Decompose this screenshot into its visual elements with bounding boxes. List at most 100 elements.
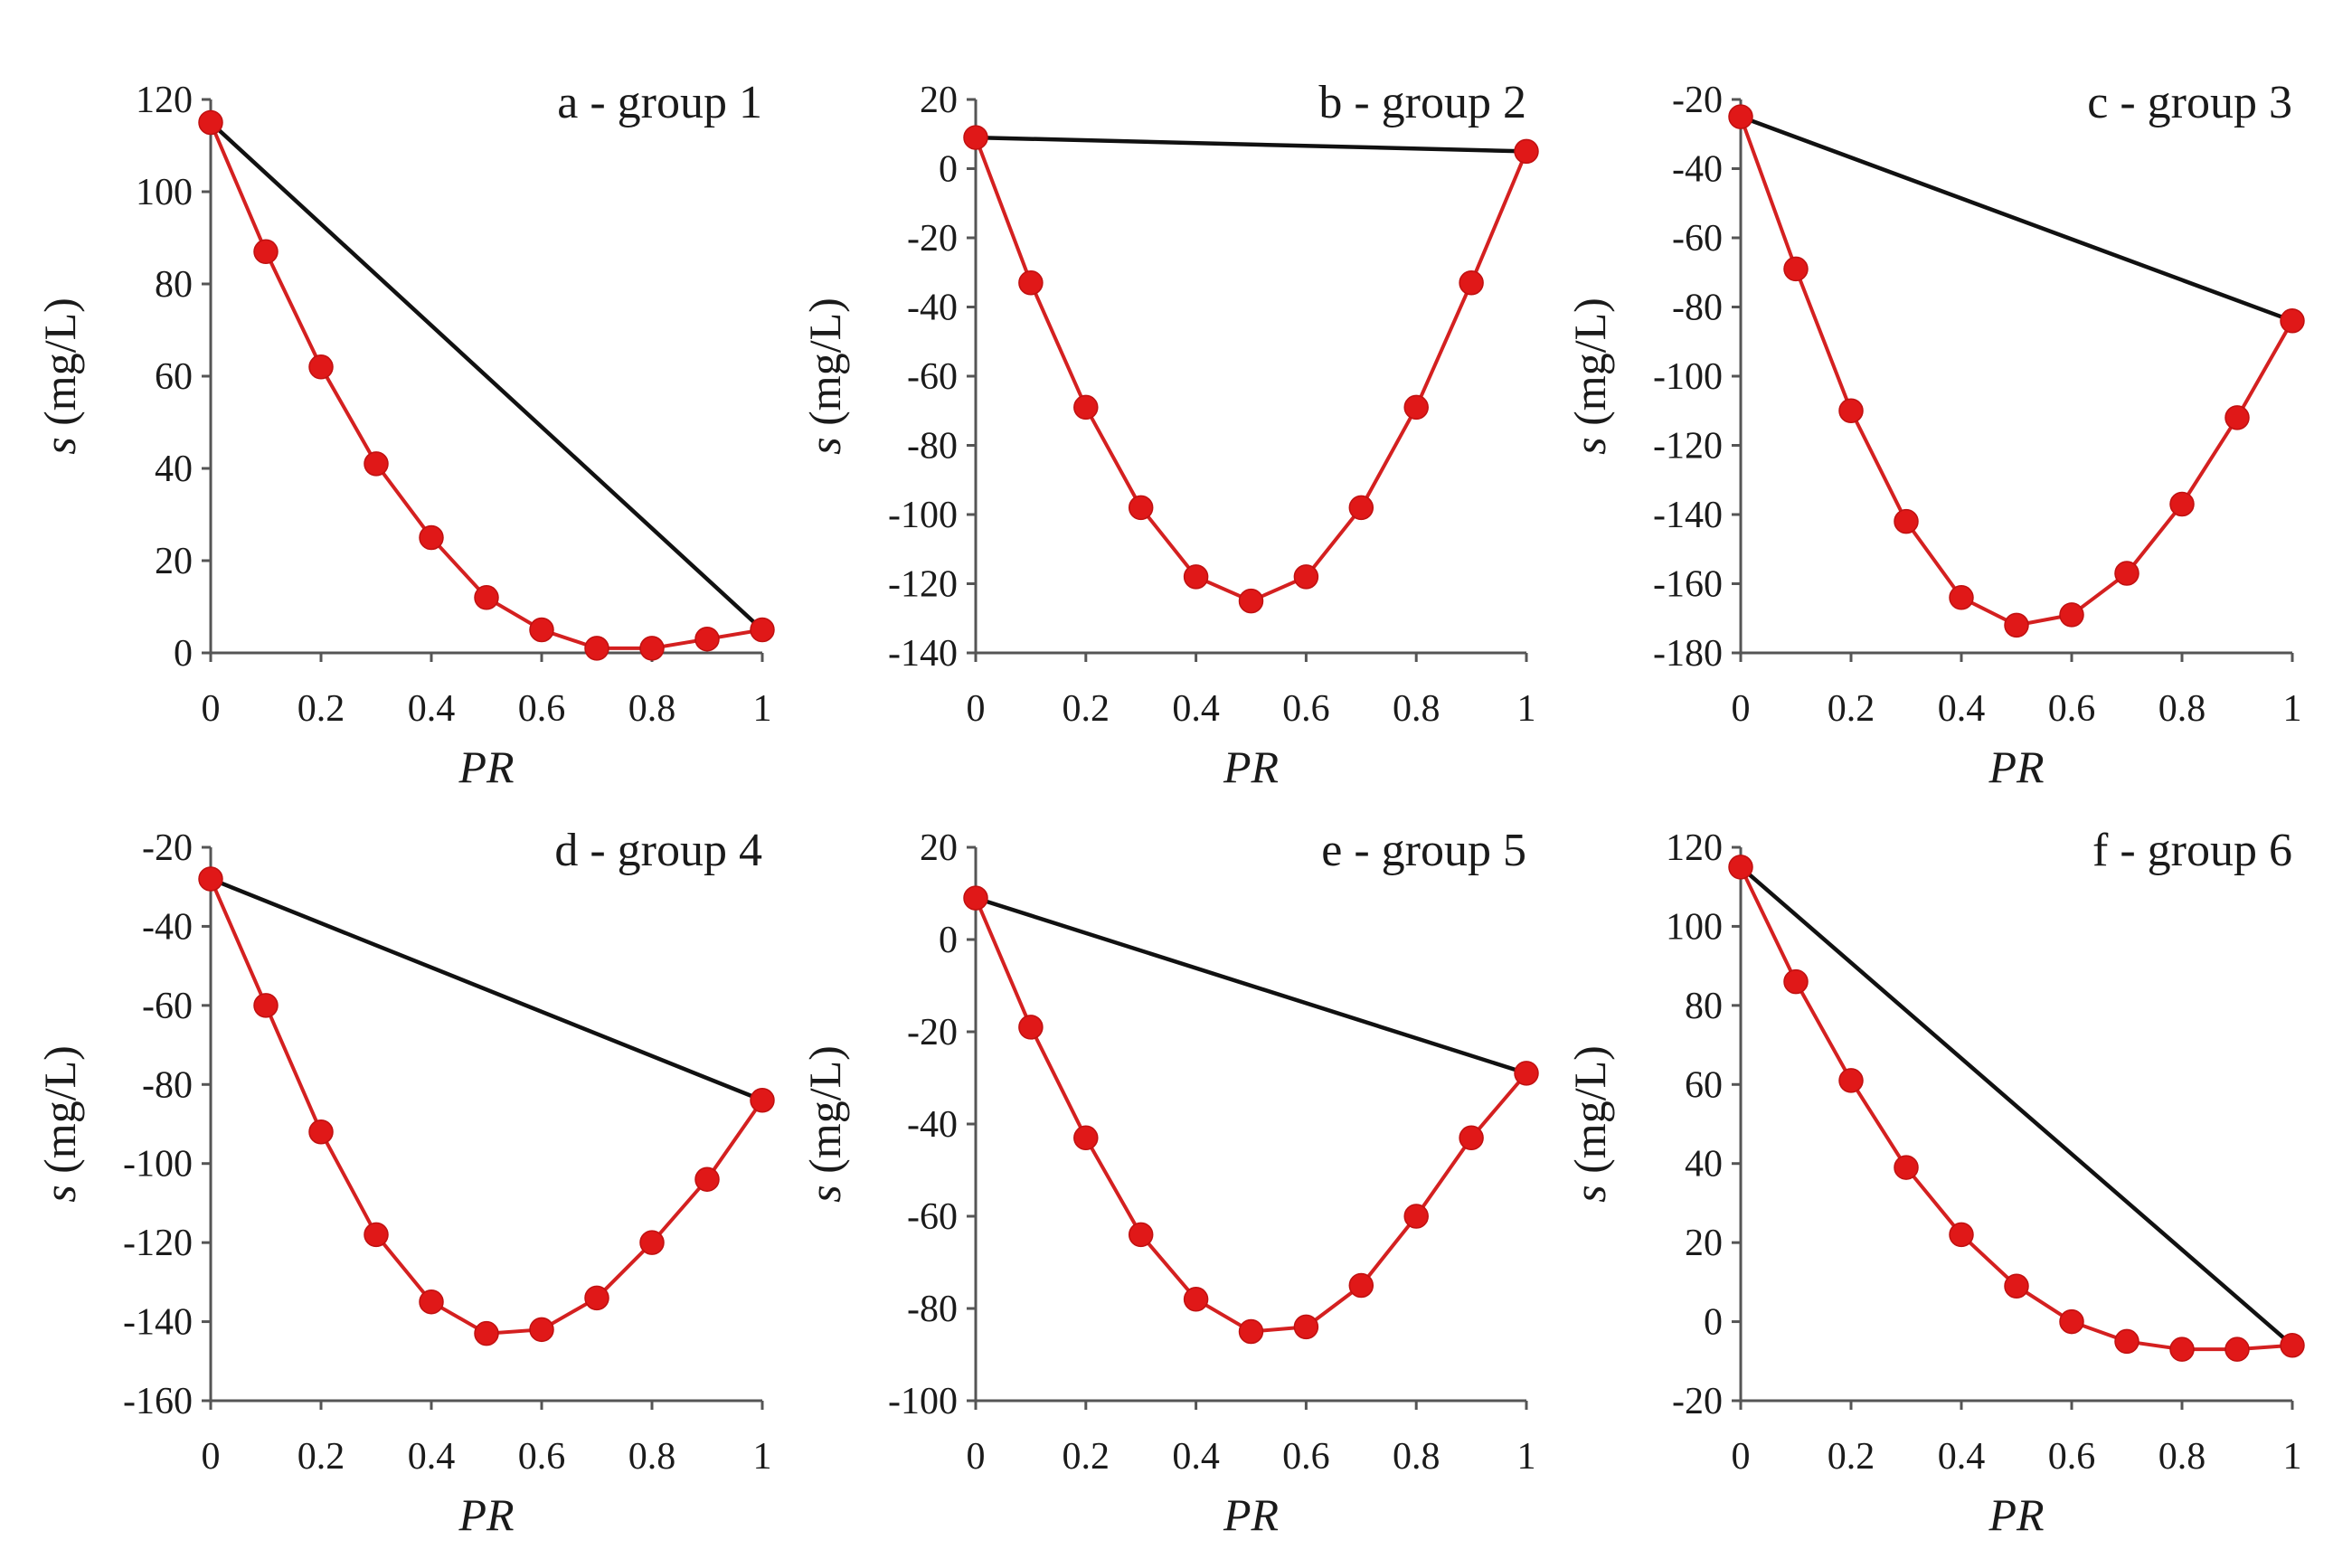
data-point <box>253 993 279 1018</box>
y-tick-label: -120 <box>1653 426 1723 468</box>
y-tick-label: 40 <box>1685 1144 1723 1185</box>
y-tick-label: -120 <box>123 1223 193 1264</box>
curve-series-line <box>974 897 1528 1334</box>
data-point <box>364 1222 389 1248</box>
x-tick-label: 1 <box>2283 1436 2302 1478</box>
y-tick-label: -60 <box>142 986 193 1027</box>
data-point <box>1073 394 1099 420</box>
y-axis-title: s (mg/L) <box>1564 1045 1615 1203</box>
y-tick-label: -120 <box>888 564 958 606</box>
curve-series-line <box>1739 116 2294 628</box>
data-point <box>308 1119 334 1145</box>
x-tick-label: 0 <box>202 1436 221 1478</box>
data-point <box>2224 1337 2250 1362</box>
data-point <box>1728 104 1753 129</box>
y-axis-variable: s <box>34 1185 85 1202</box>
y-tick-label: -40 <box>142 906 193 948</box>
y-tick-label: -60 <box>1672 218 1723 260</box>
x-tick-label: 1 <box>2283 688 2302 730</box>
y-tick-label: -20 <box>907 218 958 260</box>
x-tick-label: 0.4 <box>408 1436 456 1478</box>
x-axis-title: PR <box>1988 741 2044 792</box>
curve-series-line <box>209 121 763 650</box>
data-point <box>1403 1204 1429 1229</box>
data-point <box>584 636 609 661</box>
y-axis-title: s (mg/L) <box>799 298 850 455</box>
data-point <box>1293 1314 1319 1340</box>
x-tick-label: 0.6 <box>2048 688 2096 730</box>
data-point <box>694 626 720 652</box>
chord-series-line <box>1739 865 2294 1347</box>
data-point <box>1838 398 1864 423</box>
data-point <box>1018 1015 1044 1040</box>
x-tick-label: 1 <box>753 1436 772 1478</box>
data-point <box>1783 256 1809 282</box>
y-tick-label: -60 <box>907 1196 958 1238</box>
x-tick-label: 0.8 <box>628 1436 676 1478</box>
y-tick-label: 20 <box>920 80 958 121</box>
chord-series-line <box>1740 115 2293 323</box>
y-tick-label: 0 <box>939 920 958 961</box>
data-point <box>2004 1273 2029 1299</box>
x-tick-label: 0.6 <box>518 688 566 730</box>
x-tick-label: 0.6 <box>2048 1436 2096 1478</box>
y-axis-unit: (mg/L) <box>799 1045 850 1185</box>
data-point <box>1894 508 1919 534</box>
y-tick-label: 80 <box>155 264 193 306</box>
data-point <box>1728 855 1753 880</box>
y-tick-label: -80 <box>1672 288 1723 329</box>
y-axis-variable: s <box>799 437 850 454</box>
x-tick-label: 0.2 <box>1063 688 1110 730</box>
y-tick-label: -80 <box>907 1289 958 1330</box>
x-tick-label: 0.6 <box>1282 688 1330 730</box>
y-tick-label: -20 <box>907 1012 958 1053</box>
chord-series-line <box>975 135 1527 154</box>
chart-panel-4: -160 -140 -120 -100 -80 -60 -40 -20 0 0.2 0.4 0.6 0.… <box>34 825 775 1540</box>
chart-panel-3: -180 -160 -140 -120 -100 -80 -60 -40 -20 0 0.2 0.4 0… <box>1564 77 2305 792</box>
data-point <box>308 354 334 380</box>
x-tick-label: 0.4 <box>1938 688 1986 730</box>
y-axis-title: s (mg/L) <box>1564 298 1615 455</box>
data-point <box>2059 1308 2084 1335</box>
data-point <box>364 451 389 477</box>
y-axis-variable: s <box>1564 437 1615 454</box>
y-tick-label: -40 <box>1672 149 1723 191</box>
y-axis-unit: (mg/L) <box>34 298 85 437</box>
y-tick-label: -140 <box>123 1302 193 1344</box>
panel-title: e - group 5 <box>1321 825 1526 876</box>
y-axis-variable: s <box>799 1185 850 1202</box>
x-tick-label: 1 <box>753 688 772 730</box>
x-tick-label: 0.2 <box>1063 1436 1110 1478</box>
data-point <box>1348 495 1374 521</box>
x-axis-title: PR <box>1223 741 1279 792</box>
y-tick-label: 0 <box>174 633 193 675</box>
data-point <box>1894 1155 1919 1180</box>
data-point <box>529 617 554 643</box>
data-point <box>1459 1125 1484 1151</box>
chart-panel-1: 0 20 40 60 80 100 120 0 0.2 0.4 0.6 0.8 1 PR s (mg/L) a… <box>34 77 775 792</box>
data-point <box>1459 269 1484 296</box>
data-point <box>1128 495 1154 521</box>
data-point <box>2059 602 2084 628</box>
chart-panel-2: -140 -120 -100 -80 -60 -40 -20 0 20 0 0.2 0.4 0.6 0.8… <box>799 77 1539 792</box>
y-tick-label: 20 <box>155 541 193 582</box>
x-tick-label: 0.8 <box>628 688 676 730</box>
data-point <box>253 239 279 265</box>
x-tick-label: 0 <box>1732 1436 1751 1478</box>
data-point <box>1183 1287 1209 1312</box>
data-point <box>198 109 223 136</box>
y-tick-label: -80 <box>907 426 958 468</box>
y-tick-label: -100 <box>888 1381 958 1422</box>
y-axis-unit: (mg/L) <box>34 1045 85 1185</box>
panel-title: f - group 6 <box>2092 825 2292 876</box>
data-point <box>1949 585 1974 610</box>
panel-title: c - group 3 <box>2087 77 2292 128</box>
data-point <box>529 1317 554 1343</box>
y-tick-label: 120 <box>136 80 193 121</box>
x-tick-label: 0 <box>967 1436 986 1478</box>
y-tick-label: -20 <box>142 827 193 869</box>
y-tick-label: 100 <box>1666 906 1723 948</box>
panel-title: a - group 1 <box>557 77 762 128</box>
